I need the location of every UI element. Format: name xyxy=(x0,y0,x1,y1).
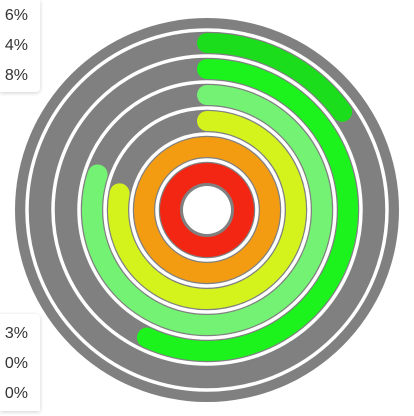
ring-separator xyxy=(51,54,363,366)
ring-bar-3 xyxy=(108,111,306,309)
ring-separator xyxy=(103,106,311,314)
ring-bar-2 xyxy=(134,137,280,283)
ring-bar-1 xyxy=(160,163,254,257)
ring-separator xyxy=(129,132,285,288)
ring-bar-4 xyxy=(82,85,332,335)
legend-bottom-value-2: 0% xyxy=(4,355,28,372)
legend-bottom: 3% 0% 0% xyxy=(0,314,40,411)
ring-bar-6 xyxy=(197,33,353,122)
ring-bar-5 xyxy=(136,59,358,361)
legend-bottom-value-1: 3% xyxy=(4,325,28,342)
legend-top: 6% 4% 8% xyxy=(0,0,40,92)
ring-separator xyxy=(77,80,337,340)
legend-bottom-value-3: 0% xyxy=(4,385,28,402)
legend-top-value-1: 6% xyxy=(4,7,28,24)
ring-separator xyxy=(155,158,259,262)
legend-top-value-2: 4% xyxy=(4,37,28,54)
legend-top-value-3: 8% xyxy=(4,67,28,84)
ring-separator xyxy=(25,28,389,392)
chart-center-hole xyxy=(183,186,231,234)
